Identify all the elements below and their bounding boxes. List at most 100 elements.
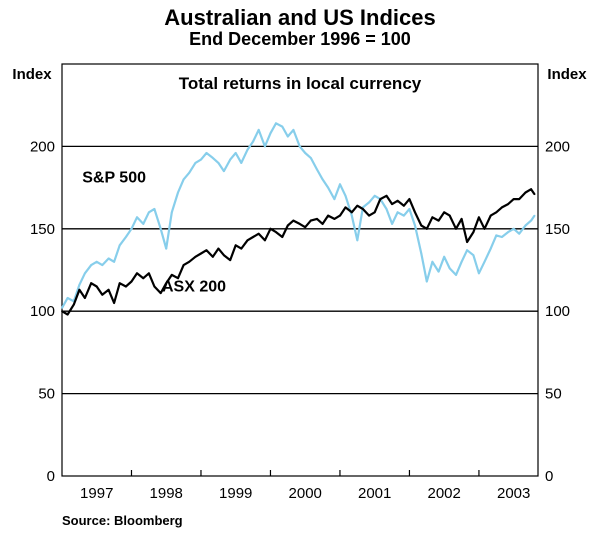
data-point-asx-200 — [257, 232, 260, 235]
chart-title: Australian and US Indices — [164, 5, 436, 30]
x-tick-label: 1999 — [219, 485, 252, 502]
data-point-asx-200 — [448, 214, 451, 217]
data-point-s-p-500 — [455, 274, 457, 276]
data-point-asx-200 — [500, 206, 503, 209]
series-lines — [61, 122, 536, 316]
data-point-asx-200 — [229, 259, 232, 262]
data-point-s-p-500 — [292, 129, 295, 131]
data-point-s-p-500 — [286, 135, 289, 138]
data-point-s-p-500 — [466, 249, 469, 252]
data-point-s-p-500 — [66, 297, 69, 299]
y-tick-label-right: 200 — [545, 138, 570, 155]
data-point-s-p-500 — [78, 283, 81, 286]
data-point-s-p-500 — [443, 255, 446, 258]
data-point-s-p-500 — [420, 252, 423, 255]
data-point-asx-200 — [373, 211, 376, 214]
data-point-s-p-500 — [489, 247, 492, 250]
data-point-asx-200 — [234, 244, 237, 247]
data-point-asx-200 — [518, 198, 521, 201]
data-point-asx-200 — [385, 194, 388, 197]
y-tick-label-left: 0 — [47, 468, 55, 485]
data-point-s-p-500 — [356, 239, 359, 242]
data-point-s-p-500 — [188, 171, 191, 174]
data-point-s-p-500 — [518, 232, 521, 235]
data-point-s-p-500 — [512, 227, 515, 230]
source-note: Source: Bloomberg — [62, 513, 183, 528]
data-point-s-p-500 — [339, 183, 341, 186]
series-line-asx-200 — [61, 188, 536, 316]
data-point-asx-200 — [72, 303, 75, 306]
data-point-s-p-500 — [95, 260, 98, 263]
x-tick-label: 2001 — [358, 485, 391, 502]
data-point-asx-200 — [437, 219, 440, 222]
data-point-s-p-500 — [385, 208, 388, 210]
data-point-s-p-500 — [507, 231, 510, 233]
data-point-asx-200 — [298, 222, 301, 225]
data-point-s-p-500 — [425, 280, 428, 283]
data-point-asx-200 — [350, 211, 353, 214]
data-point-asx-200 — [333, 218, 336, 220]
data-point-s-p-500 — [257, 129, 260, 131]
data-point-s-p-500 — [304, 152, 307, 154]
data-point-asx-200 — [472, 231, 475, 233]
data-point-asx-200 — [391, 203, 393, 205]
x-axis-ticks — [130, 470, 480, 476]
data-point-asx-200 — [507, 203, 510, 205]
data-point-s-p-500 — [125, 236, 127, 238]
data-point-asx-200 — [361, 208, 364, 210]
y-tick-label-right: 100 — [545, 303, 570, 320]
data-point-asx-200 — [84, 297, 86, 299]
x-tick-label: 2003 — [497, 485, 530, 502]
chart-subtitle: End December 1996 = 100 — [189, 29, 411, 49]
data-point-asx-200 — [316, 218, 318, 220]
data-point-asx-200 — [136, 272, 138, 275]
data-point-s-p-500 — [373, 194, 376, 197]
data-point-asx-200 — [269, 227, 272, 230]
data-point-asx-200 — [292, 219, 295, 222]
data-point-s-p-500 — [101, 264, 104, 266]
data-point-asx-200 — [90, 282, 93, 285]
x-tick-label: 2002 — [428, 485, 461, 502]
y-tick-label-left: 150 — [30, 221, 55, 238]
data-point-asx-200 — [194, 255, 197, 258]
data-point-s-p-500 — [269, 132, 272, 135]
data-point-asx-200 — [177, 277, 179, 280]
data-point-asx-200 — [78, 288, 81, 291]
data-point-asx-200 — [344, 206, 347, 209]
y-tick-label-right: 150 — [545, 221, 570, 238]
data-point-s-p-500 — [153, 208, 156, 210]
data-point-asx-200 — [125, 285, 127, 288]
data-point-asx-200 — [130, 280, 133, 283]
data-point-s-p-500 — [211, 157, 214, 159]
data-point-asx-200 — [455, 227, 457, 230]
data-point-asx-200 — [495, 211, 498, 214]
data-point-asx-200 — [118, 282, 121, 285]
data-point-s-p-500 — [234, 152, 237, 154]
data-point-s-p-500 — [61, 307, 63, 309]
y-axis-label-right: Index — [547, 66, 587, 83]
data-point-asx-200 — [223, 254, 225, 257]
data-point-s-p-500 — [495, 234, 498, 237]
data-point-s-p-500 — [240, 161, 243, 164]
data-point-s-p-500 — [113, 260, 116, 263]
data-point-s-p-500 — [170, 211, 173, 214]
y-axis-label-left: Index — [12, 66, 52, 83]
data-point-asx-200 — [66, 313, 69, 316]
y-tick-label-left: 200 — [30, 138, 55, 155]
data-point-asx-200 — [211, 255, 214, 258]
data-point-asx-200 — [408, 198, 411, 201]
data-point-s-p-500 — [118, 244, 121, 247]
data-point-asx-200 — [443, 211, 446, 214]
data-point-s-p-500 — [194, 161, 197, 164]
x-tick-label: 2000 — [289, 485, 322, 502]
data-point-s-p-500 — [309, 157, 312, 159]
data-point-s-p-500 — [130, 227, 133, 230]
data-point-asx-200 — [205, 249, 208, 252]
data-point-asx-200 — [483, 227, 486, 230]
data-point-s-p-500 — [321, 178, 324, 181]
data-point-s-p-500 — [229, 158, 232, 161]
data-point-asx-200 — [460, 218, 463, 220]
data-point-asx-200 — [200, 252, 202, 255]
data-point-asx-200 — [107, 288, 110, 291]
